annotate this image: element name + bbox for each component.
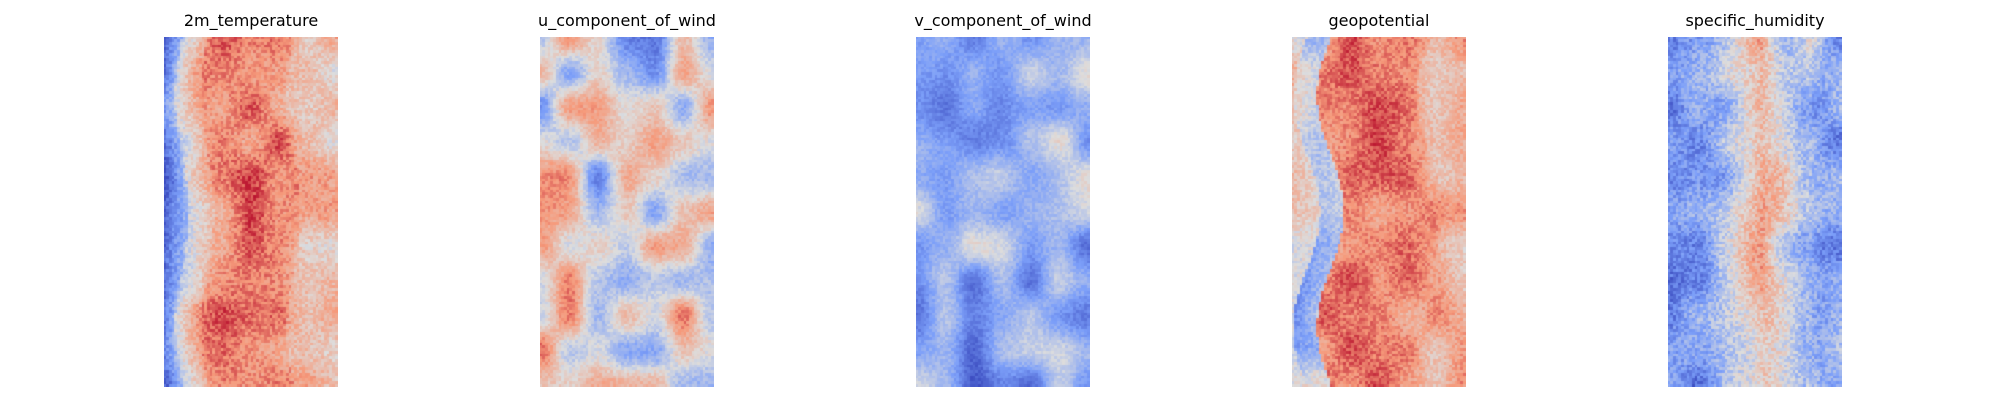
panel-specific-humidity: specific_humidity (1668, 0, 1842, 400)
panel-u-component-of-wind: u_component_of_wind (538, 0, 716, 400)
panel-title: 2m_temperature (183, 11, 319, 30)
panel-title: v_component_of_wind (914, 11, 1092, 30)
panel-title: geopotential (1328, 11, 1430, 30)
heatmap-2m-temperature (164, 37, 338, 387)
panel-title: u_component_of_wind (538, 11, 716, 30)
heatmap-v-component-of-wind (916, 37, 1090, 387)
panel-2m-temperature: 2m_temperature (164, 0, 338, 400)
heatmap-specific-humidity (1668, 37, 1842, 387)
panel-title: specific_humidity (1685, 11, 1825, 30)
heatmap-geopotential (1292, 37, 1466, 387)
panel-v-component-of-wind: v_component_of_wind (914, 0, 1092, 400)
panel-geopotential: geopotential (1292, 0, 1466, 400)
heatmap-u-component-of-wind (540, 37, 714, 387)
